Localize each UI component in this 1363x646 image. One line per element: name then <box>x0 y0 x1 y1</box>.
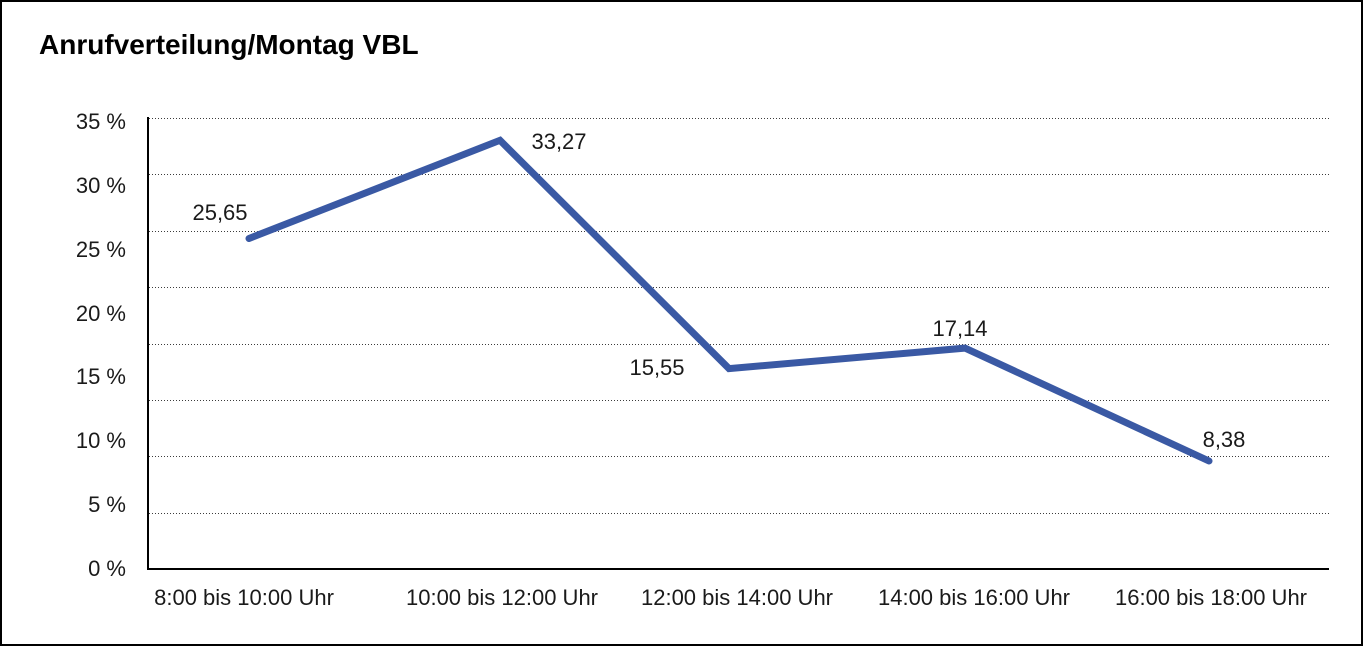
y-tick-label: 25 % <box>75 236 126 262</box>
y-tick-label: 35 % <box>75 109 126 134</box>
y-tick-label: 5 % <box>88 492 126 518</box>
data-point-label: 8,38 <box>1202 427 1246 452</box>
y-tick-label: 0 % <box>88 556 126 581</box>
x-tick-label: 8:00 bis 10:00 Uhr <box>154 585 334 610</box>
y-tick-label: 15 % <box>75 364 126 390</box>
data-point-label: 15,55 <box>629 355 685 380</box>
y-tick-label: 10 % <box>75 428 126 454</box>
data-point-label: 17,14 <box>932 316 988 341</box>
data-series-line <box>245 136 1213 465</box>
data-point-label: 25,65 <box>192 200 248 225</box>
chart-title: Anrufverteilung/Montag VBL <box>39 29 419 60</box>
x-tick-label: 10:00 bis 12:00 Uhr <box>405 585 599 610</box>
y-tick-label: 30 % <box>75 172 126 198</box>
x-tick-label: 12:00 bis 14:00 Uhr <box>640 585 834 610</box>
x-tick-label: 16:00 bis 18:00 Uhr <box>1114 585 1308 610</box>
y-tick-label: 20 % <box>75 300 126 326</box>
x-tick-label: 14:00 bis 16:00 Uhr <box>877 585 1071 610</box>
data-point-label: 33,27 <box>531 129 587 154</box>
